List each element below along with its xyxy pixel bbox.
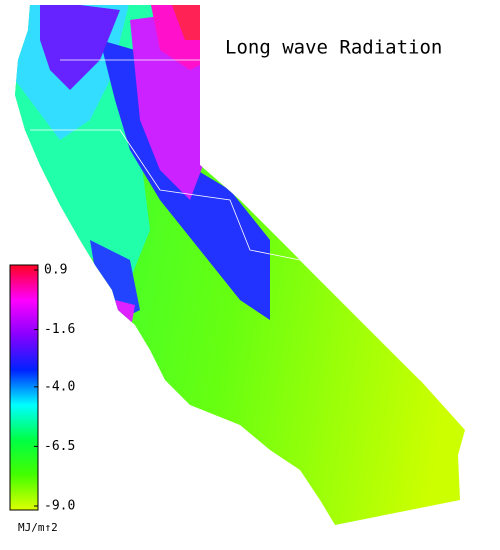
colorbar (9, 264, 39, 511)
colorbar-tick-label: -6.5 (44, 439, 75, 454)
colorbar-tick-label: -4.0 (44, 379, 75, 394)
colorbar-tick-label: -9.0 (44, 499, 75, 514)
map-title: Long wave Radiation (225, 37, 442, 59)
colorbar-tick-label: 0.9 (44, 263, 67, 278)
colorbar-unit: MJ/m↑2 (18, 521, 58, 534)
colorbar-tick-label: -1.6 (44, 322, 75, 337)
